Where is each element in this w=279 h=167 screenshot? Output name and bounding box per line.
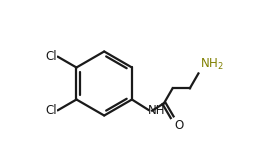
Text: Cl: Cl <box>45 50 57 63</box>
Text: NH$_2$: NH$_2$ <box>200 57 223 72</box>
Text: Cl: Cl <box>45 104 57 117</box>
Text: O: O <box>174 119 183 132</box>
Text: NH: NH <box>148 104 165 117</box>
